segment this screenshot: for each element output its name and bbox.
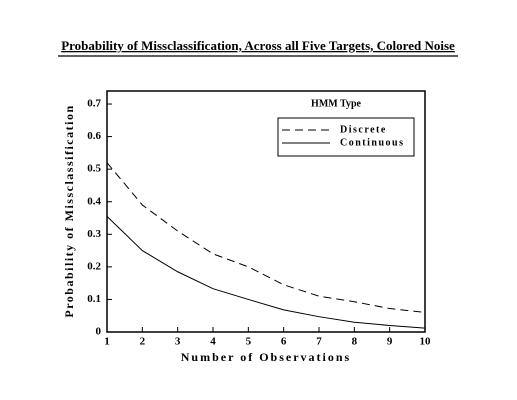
plot-frame: [106, 90, 426, 333]
legend-title: HMM Type: [311, 98, 361, 109]
legend-label: Continuous: [340, 137, 404, 148]
x-tick-label: 6: [281, 336, 287, 348]
y-tick-label: 0.3: [87, 228, 101, 240]
x-tick-label: 3: [175, 336, 181, 348]
legend-box: [277, 117, 415, 157]
y-tick-label: 0.2: [87, 260, 101, 272]
legend-label: Discrete: [340, 124, 387, 135]
x-axis-label: Number of Observations: [181, 350, 351, 364]
y-tick-label: 0.1: [87, 293, 101, 305]
x-tick-label: 7: [316, 336, 322, 348]
chart-title: Probability of Missclassification, Acros…: [61, 38, 455, 53]
x-tick-label: 2: [140, 336, 146, 348]
x-tick-label: 9: [387, 336, 393, 348]
x-tick-label: 5: [246, 336, 252, 348]
series-line: [106, 162, 426, 313]
y-tick-label: 0.4: [87, 195, 101, 207]
y-tick-label: 0.6: [87, 130, 101, 142]
y-tick-label: 0: [96, 326, 102, 338]
x-tick-label: 4: [210, 336, 216, 348]
y-tick-label: 0.5: [87, 163, 101, 175]
y-tick-label: 0.7: [87, 98, 101, 110]
x-tick-label: 1: [104, 336, 110, 348]
y-axis-label: Probability of Missclassification: [62, 104, 76, 317]
series-line: [106, 216, 426, 329]
x-tick-label: 8: [352, 336, 358, 348]
x-tick-label: 10: [420, 336, 432, 348]
